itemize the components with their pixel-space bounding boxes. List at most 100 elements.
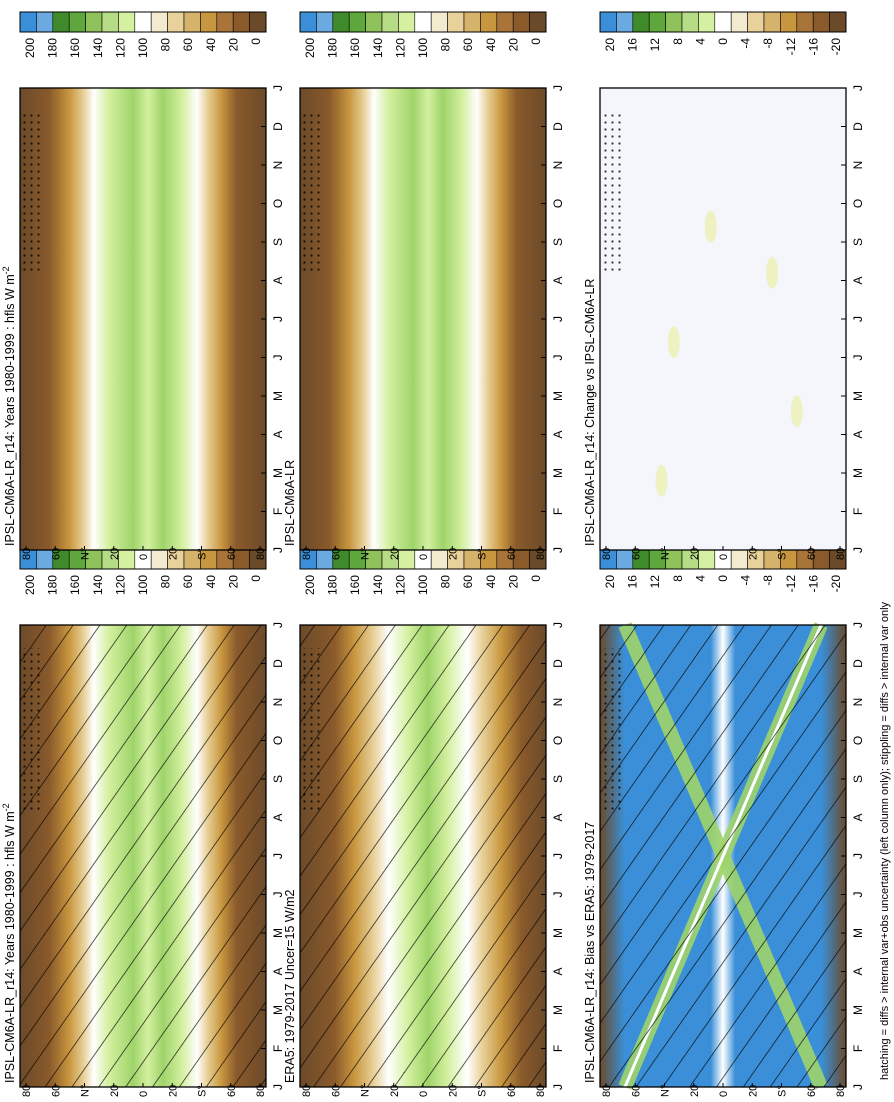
month-label: M (851, 468, 865, 478)
stippling-overlay (300, 111, 322, 273)
lat-label: 20 (167, 548, 179, 560)
colorbar-tick-label: 0 (249, 575, 263, 582)
lat-label: N° (660, 548, 672, 560)
stippling-overlay (600, 111, 622, 273)
change-blob (704, 210, 717, 243)
month-label: F (851, 1045, 865, 1052)
month-label: A (851, 813, 865, 821)
colorbar-swatch (216, 11, 234, 33)
month-label: M (271, 1005, 285, 1015)
lat-label: S° (777, 548, 789, 560)
colorbar-swatch (714, 11, 732, 33)
colorbar-tick-label: 180 (46, 38, 60, 58)
colorbar-tick-label: -16 (806, 38, 820, 56)
lat-label: 60 (330, 1085, 342, 1097)
month-label: F (551, 508, 565, 515)
colorbar-tick-label: 160 (348, 38, 362, 58)
colorbar-swatch (430, 11, 448, 33)
colorbar-tick-label: -12 (784, 575, 798, 593)
colorbar-tick-label: 140 (91, 575, 105, 595)
hatching-overlay (600, 625, 846, 1087)
colorbar-swatch (529, 11, 547, 33)
month-label: F (851, 508, 865, 515)
colorbar-tick-label: 0 (529, 575, 543, 582)
month-label: J (851, 853, 865, 859)
lat-label: 20 (747, 548, 759, 560)
lat-label: 80 (301, 548, 313, 560)
month-label: A (851, 967, 865, 975)
colorbar: 200 180 160 140 120 100 80 60 40 20 0 (299, 11, 547, 58)
colorbar-tick-label: 200 (23, 575, 37, 595)
stippling-overlay (20, 648, 42, 810)
month-label: J (551, 622, 565, 628)
colorbar-tick-label: 200 (23, 38, 37, 58)
colorbar-tick-label: 180 (326, 38, 340, 58)
month-label: J (271, 355, 285, 361)
colorbar-tick-label: 140 (91, 38, 105, 58)
lat-label: 80 (21, 1085, 33, 1097)
month-label: A (851, 430, 865, 438)
title-superscript: -2 (1, 266, 11, 274)
month-label: J (551, 355, 565, 361)
month-label: J (271, 316, 285, 322)
colorbar-swatch (730, 548, 748, 570)
month-label: J (851, 355, 865, 361)
month-label: N (551, 698, 565, 707)
colorbar-frame (19, 11, 267, 33)
colorbar-swatch (134, 11, 152, 33)
lat-label: S° (197, 548, 209, 560)
colorbar-tick-label: -20 (829, 575, 843, 593)
month-label: O (271, 736, 285, 745)
lat-label: 80 (601, 548, 613, 560)
colorbar-tick-label: 20 (226, 575, 240, 589)
lat-label: 80 (301, 1085, 313, 1097)
month-label: A (551, 967, 565, 975)
lat-label: 0 (138, 1091, 150, 1097)
colorbar-swatch (299, 11, 317, 33)
colorbar-tick-label: 120 (393, 38, 407, 58)
month-label: J (271, 547, 285, 553)
month-label: J (551, 316, 565, 322)
lat-label: 60 (226, 1085, 238, 1097)
lat-label: 80 (601, 1085, 613, 1097)
month-label: J (851, 892, 865, 898)
colorbar-swatch (447, 11, 465, 33)
month-label: O (851, 199, 865, 208)
month-label: D (271, 659, 285, 668)
month-label: F (551, 1045, 565, 1052)
lat-label: 80 (835, 1085, 847, 1097)
lat-label: 60 (226, 548, 238, 560)
lat-label: 60 (506, 548, 518, 560)
month-label: J (271, 85, 285, 91)
lat-label: 20 (689, 1085, 701, 1097)
colorbar-swatch (681, 11, 699, 33)
month-label: S (551, 238, 565, 246)
colorbar-tick-label: 120 (113, 575, 127, 595)
month-label: S (851, 238, 865, 246)
colorbar-tick-label: 0 (249, 38, 263, 45)
month-label: D (271, 122, 285, 131)
month-label: M (271, 928, 285, 938)
colorbar-swatch (101, 11, 119, 33)
colorbar-tick-label: 140 (371, 575, 385, 595)
colorbar-swatch (599, 11, 617, 33)
month-label: J (551, 547, 565, 553)
colorbar-tick-label: 120 (113, 38, 127, 58)
lat-label: N° (660, 1085, 672, 1097)
month-label: J (271, 1084, 285, 1090)
panel-title: IPSL-CM6A-LR_r14: Years 1980-1999 : hfls… (1, 266, 17, 546)
month-label: O (551, 736, 565, 745)
colorbar-swatch (200, 11, 218, 33)
month-label: M (551, 468, 565, 478)
colorbar-tick-label: 60 (181, 575, 195, 589)
panel-title: IPSL-CM6A-LR (283, 460, 297, 546)
lat-label: 80 (535, 548, 547, 560)
colorbar-tick-label: -12 (784, 38, 798, 56)
colorbar: 200 180 160 140 120 100 80 60 40 20 0 (19, 11, 267, 58)
colorbar-swatch (332, 11, 350, 33)
lat-label: 0 (718, 554, 730, 560)
colorbar-swatch (183, 11, 201, 33)
lat-label: 60 (630, 548, 642, 560)
